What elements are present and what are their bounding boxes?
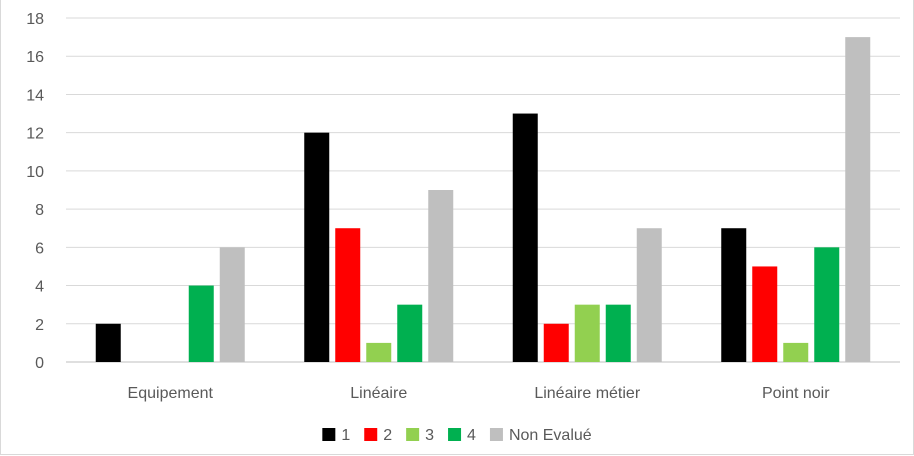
y-tick-label: 8: [35, 202, 44, 219]
bar-point-noir-series-3: [814, 247, 839, 362]
legend-swatch: [364, 428, 377, 441]
bar-linéaire-métier-series-2: [575, 305, 600, 362]
legend-label: 1: [341, 427, 350, 444]
bar-linéaire-series-3: [397, 305, 422, 362]
y-tick-label: 10: [26, 164, 44, 181]
bar-equipement-series-3: [189, 286, 214, 362]
y-tick-label: 4: [35, 279, 44, 296]
bar-linéaire-series-0: [304, 133, 329, 362]
y-axis-ticks: 0 2 4 6 8 10 12 14 16 18: [26, 11, 44, 372]
legend: 1 2 3 4 Non Evalué: [322, 427, 591, 444]
legend-swatch: [490, 428, 503, 441]
x-category-label: Linéaire: [350, 385, 407, 402]
y-tick-label: 6: [35, 240, 44, 257]
legend-swatch: [448, 428, 461, 441]
bar-equipement-series-0: [96, 324, 121, 362]
bar-linéaire-series-2: [366, 343, 391, 362]
bar-linéaire-métier-series-0: [513, 114, 538, 362]
y-tick-label: 18: [26, 11, 44, 28]
bar-linéaire-métier-series-3: [606, 305, 631, 362]
bar-linéaire-series-1: [335, 228, 360, 362]
legend-swatch: [322, 428, 335, 441]
bar-point-noir-series-2: [783, 343, 808, 362]
bar-point-noir-series-0: [721, 228, 746, 362]
legend-label: 2: [383, 427, 392, 444]
bars: [96, 37, 871, 362]
bar-point-noir-series-4: [845, 37, 870, 362]
legend-swatch: [406, 428, 419, 441]
bar-linéaire-series-4: [428, 190, 453, 362]
legend-label: 3: [425, 427, 434, 444]
y-tick-label: 12: [26, 126, 44, 143]
y-tick-label: 16: [26, 49, 44, 66]
x-category-label: Point noir: [762, 385, 830, 402]
bar-linéaire-métier-series-4: [637, 228, 662, 362]
y-tick-label: 14: [26, 87, 44, 104]
y-tick-label: 0: [35, 355, 44, 372]
x-category-label: Equipement: [128, 385, 214, 402]
x-axis-categories: Equipement Linéaire Linéaire métier Point n…: [128, 385, 831, 402]
y-tick-label: 2: [35, 317, 44, 334]
bar-linéaire-métier-series-1: [544, 324, 569, 362]
bar-point-noir-series-1: [752, 266, 777, 362]
x-category-label: Linéaire métier: [534, 385, 641, 402]
bar-equipement-series-4: [220, 247, 245, 362]
legend-label: Non Evalué: [509, 427, 592, 444]
legend-label: 4: [467, 427, 476, 444]
